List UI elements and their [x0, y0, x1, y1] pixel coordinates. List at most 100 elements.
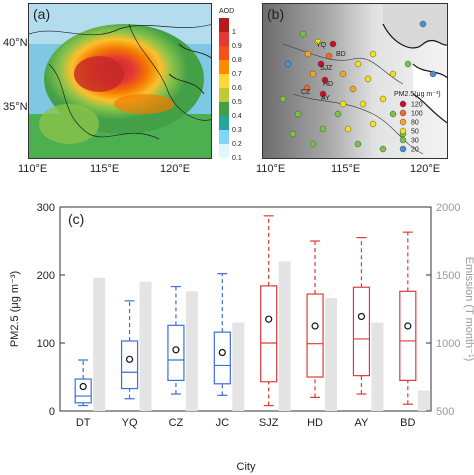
emission-bar [185, 291, 198, 411]
x-tick-label: YQ [122, 417, 138, 429]
station-dot [299, 30, 307, 38]
box [74, 378, 92, 404]
mean-marker [357, 312, 366, 321]
y-tick-label: 100 [37, 338, 55, 350]
emission-bars [93, 261, 430, 411]
box [352, 286, 371, 377]
panel-label-b: (b) [267, 6, 285, 22]
city-label-ay: AY [321, 95, 330, 102]
y2-tick-label: 1500 [436, 270, 460, 282]
map-panel-pm25-stations: YQ BD SJZ HD CZ AY PM2.5(μg m⁻³) 120 100 8… [262, 3, 448, 159]
station-dot [314, 38, 322, 46]
y-tick-label: 200 [37, 270, 55, 282]
station-dot [369, 50, 377, 58]
emission-bar [139, 281, 152, 411]
city-label-sjz: SJZ [320, 65, 333, 72]
panel-label-c: (c) [68, 211, 84, 227]
mean-marker [79, 382, 87, 391]
pm25-legend: 120 100 80 50 30 20 [399, 100, 423, 154]
emission-bar [93, 277, 106, 411]
legend-label: 20 [411, 147, 419, 154]
station-dot [389, 110, 397, 118]
station-dot [364, 75, 372, 83]
station-dot [419, 20, 427, 28]
box [306, 293, 324, 378]
city-label-cz: CZ [301, 89, 311, 96]
station-dot [334, 110, 342, 118]
station-dot [379, 95, 387, 103]
mean-marker [265, 315, 273, 323]
mean-marker [218, 348, 226, 357]
emission-bar [232, 322, 245, 411]
station-dot [359, 100, 367, 108]
y-axis-ticks: 0 100 200 300 [37, 202, 65, 418]
legend-label: 30 [411, 138, 419, 145]
city-label-hd: HD [323, 81, 333, 88]
legend-label: 120 [411, 102, 423, 109]
box [213, 331, 231, 385]
box [260, 285, 278, 383]
box [120, 340, 139, 390]
legend-marker [399, 109, 407, 117]
legend-marker [399, 118, 407, 126]
plot-frame [59, 206, 432, 412]
city-label-bd: BD [336, 51, 346, 58]
station-dot [354, 60, 362, 68]
mean-marker [404, 322, 412, 330]
station-dot [294, 110, 302, 118]
station-dot [303, 84, 311, 92]
station-dot [321, 76, 329, 84]
y-tick-label: 0 [49, 406, 55, 418]
station-dot [349, 85, 357, 93]
y2-axis-ticks: 500 1000 1500 2000 [426, 202, 460, 418]
panel-label-a: (a) [33, 6, 51, 22]
x-axis-ticks: DT YQ CZ JC SJZ HD AY BD [76, 417, 416, 429]
mean-marker [125, 355, 134, 363]
x-tick-label: AY [355, 417, 370, 429]
station-dot [279, 95, 287, 103]
legend-marker [399, 136, 407, 144]
station-dot [429, 70, 437, 78]
legend-marker [399, 145, 407, 153]
emission-bar [417, 390, 430, 411]
station-dot [339, 70, 347, 78]
y-axis-title: PM2.5 (μg m⁻³) [9, 271, 21, 347]
x-axis-title: City [237, 461, 256, 473]
legend-label: 80 [411, 120, 419, 127]
x-tick-label: HD [307, 417, 323, 429]
legend-marker [399, 100, 407, 108]
station-dot [319, 90, 327, 98]
y2-tick-label: 1000 [436, 338, 460, 350]
station-dot [344, 125, 352, 133]
legend-label: 50 [411, 129, 419, 136]
boxes-layer [74, 215, 417, 407]
station-dot [325, 52, 333, 60]
y2-tick-label: 2000 [436, 202, 460, 214]
legend-label: 100 [411, 111, 423, 118]
station-dot [339, 100, 347, 108]
mean-marker [311, 322, 319, 330]
station-dot [304, 50, 312, 58]
station-dot [289, 130, 297, 138]
station-dot [404, 60, 412, 68]
pm25-station-map: YQ BD SJZ HD CZ AY PM2.5(μg m⁻³) 120 100 8… [263, 4, 447, 158]
pm25-legend-title: PM2.5(μg m⁻³) [394, 91, 441, 98]
x-tick-label: DT [76, 417, 91, 429]
station-dot [284, 60, 292, 68]
box [399, 290, 417, 382]
legend-marker [399, 127, 407, 135]
x-tick-label: JC [216, 417, 230, 429]
station-dot [309, 140, 317, 148]
station-dot [379, 145, 387, 153]
station-dot [329, 40, 337, 48]
mean-marker [172, 346, 180, 354]
city-label-yq: YQ [316, 42, 327, 49]
y-tick-label: 300 [37, 202, 55, 214]
y2-axis-title: Emission (T month⁻¹) [463, 257, 474, 362]
station-dot [354, 140, 362, 148]
station-dots [279, 20, 437, 153]
map-panel-aod: (a) [28, 3, 212, 159]
station-dot [369, 120, 377, 128]
aod-map-image [29, 4, 211, 158]
